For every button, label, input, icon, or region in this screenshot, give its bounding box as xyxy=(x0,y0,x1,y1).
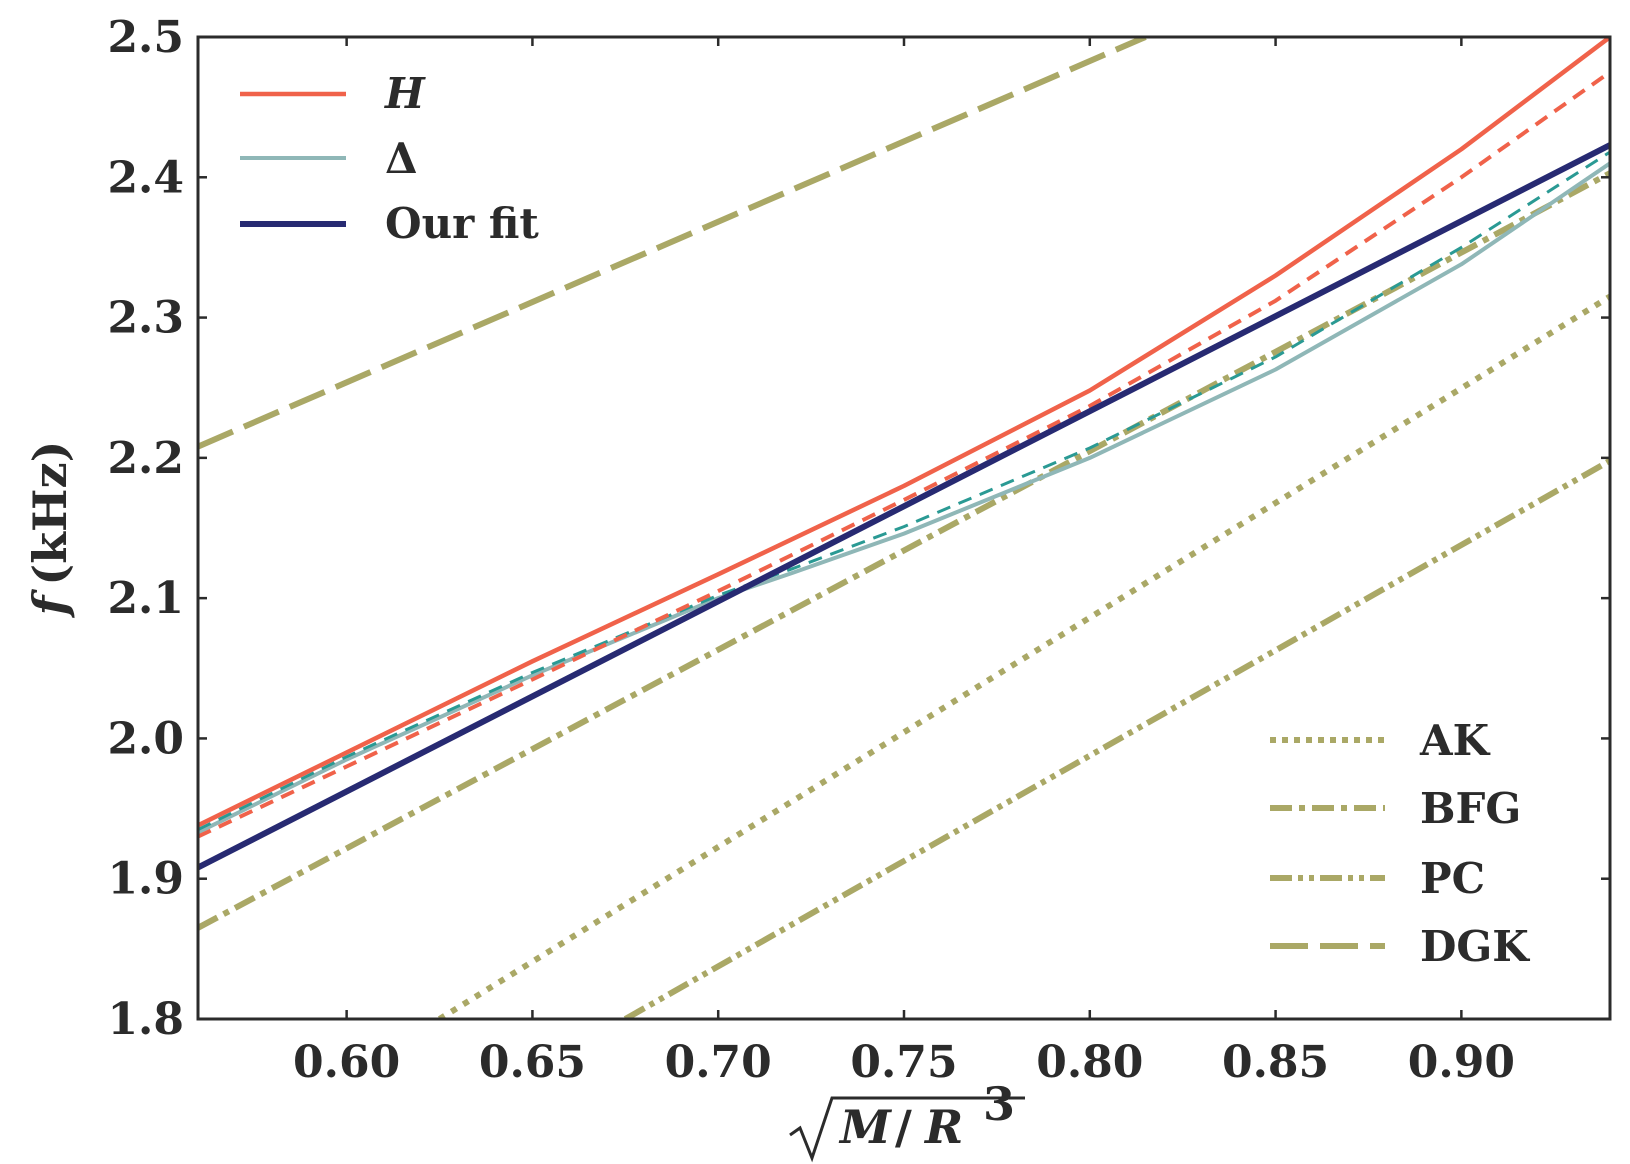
y-tick-label-2.1: 2.1 xyxy=(107,573,184,624)
series-line-our-fit xyxy=(198,142,1610,871)
y-axis-label: f(kHz) xyxy=(23,441,77,619)
series-line-h-dashed xyxy=(198,70,1610,839)
y-tick-label-1.8: 1.8 xyxy=(107,994,184,1045)
y-tick-label-2.5: 2.5 xyxy=(107,12,184,63)
y-tick-label-2.0: 2.0 xyxy=(107,713,184,764)
legend-dgk-label: DGK xyxy=(1420,922,1530,971)
x-tick-label-0.75: 0.75 xyxy=(850,1037,957,1088)
x-axis-label: M / R 3 xyxy=(789,1077,1025,1163)
legend-empirical: AK BFG PC DGK xyxy=(1270,716,1530,971)
y-tick-label-2.2: 2.2 xyxy=(107,433,184,484)
legend-bfg-label: BFG xyxy=(1420,784,1521,833)
series-line-ak xyxy=(437,293,1610,1019)
series-line-h xyxy=(198,37,1610,828)
legend-h-label: H xyxy=(384,69,426,118)
legend-main: H Δ Our fit xyxy=(240,69,539,248)
x-tick-label-0.80: 0.80 xyxy=(1036,1037,1143,1088)
y-tick-label-2.3: 2.3 xyxy=(107,293,184,344)
x-axis-label-m: M xyxy=(838,1100,893,1154)
series-line-dgk xyxy=(198,37,1147,450)
x-axis-label-exponent: 3 xyxy=(983,1077,1015,1131)
series-line-pc xyxy=(623,458,1610,1019)
x-axis-label-r: R xyxy=(923,1100,963,1154)
legend-delta-label: Δ xyxy=(385,134,418,183)
legend-fit-label: Our fit xyxy=(385,199,539,248)
x-axis-ticks: 0.60 0.65 0.70 0.75 0.80 0.85 0.90 xyxy=(293,37,1515,1088)
legend-ak-label: AK xyxy=(1419,716,1491,765)
y-axis-label-unit: (kHz) xyxy=(23,441,77,586)
series-line-delta xyxy=(198,161,1610,835)
y-tick-label-2.4: 2.4 xyxy=(107,152,184,203)
legend-pc-label: PC xyxy=(1420,854,1485,903)
y-tick-label-1.9: 1.9 xyxy=(107,854,184,905)
y-axis-ticks: 1.8 1.9 2.0 2.1 2.2 2.3 2.4 2.5 xyxy=(107,12,1610,1045)
x-tick-label-0.90: 0.90 xyxy=(1408,1037,1515,1088)
x-tick-label-0.60: 0.60 xyxy=(293,1037,400,1088)
x-axis-radical-sign xyxy=(789,1096,1025,1163)
x-tick-label-0.85: 0.85 xyxy=(1222,1037,1329,1088)
x-tick-label-0.65: 0.65 xyxy=(479,1037,586,1088)
y-axis-label-symbol: f xyxy=(23,588,77,618)
x-axis-label-slash: / xyxy=(895,1100,912,1154)
x-tick-label-0.70: 0.70 xyxy=(665,1037,772,1088)
series-layer xyxy=(198,37,1610,1019)
